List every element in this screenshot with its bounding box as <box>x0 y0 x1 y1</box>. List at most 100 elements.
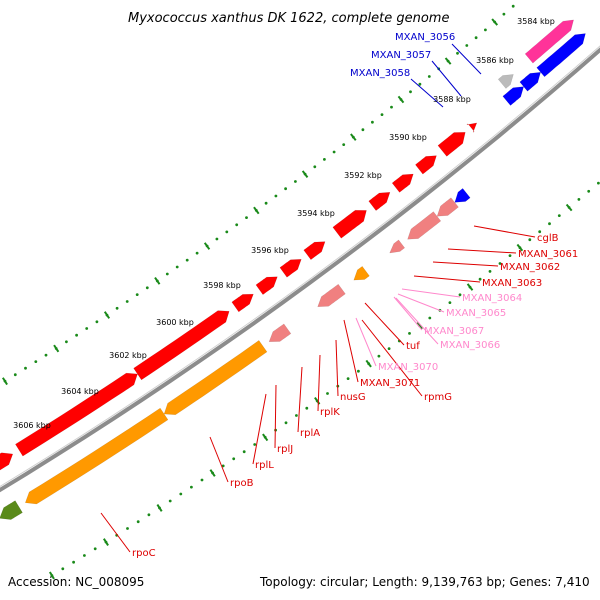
gene-labels: MXAN_3056 MXAN_3057 MXAN_3058 cglB MXAN_3061… <box>132 32 578 559</box>
gene-label: cglB <box>537 233 559 244</box>
scale-tick <box>416 321 423 330</box>
scale-ticks <box>2 4 600 580</box>
scale-label: 3604 kbp <box>61 387 99 396</box>
accession-text: Accession: NC_008095 <box>8 575 144 589</box>
scale-dot <box>235 223 239 227</box>
genome-stats-text: Topology: circular; Length: 9,139,763 bp… <box>259 575 590 589</box>
scale-dot <box>538 230 542 234</box>
scale-dot <box>284 187 287 191</box>
gene-block <box>15 372 138 457</box>
scale-dot <box>484 28 487 32</box>
leader-line <box>100 512 131 553</box>
scale-dot <box>377 354 381 358</box>
scale-dot <box>145 286 149 290</box>
leader-line <box>274 384 277 449</box>
gene-block <box>437 132 466 157</box>
scale-dot <box>332 150 336 154</box>
scale-tick <box>397 95 405 104</box>
gene-label: nusG <box>340 392 366 403</box>
scale-dot <box>242 450 246 454</box>
gene-block <box>454 188 471 203</box>
backbone-line <box>0 47 600 493</box>
gene-label: rplK <box>320 407 340 418</box>
scale-tick <box>491 18 499 26</box>
scale-label: 3600 kbp <box>156 318 194 327</box>
leader-line <box>361 319 423 397</box>
gene-label: MXAN_3061 <box>518 249 578 260</box>
gene-label: MXAN_3066 <box>440 340 500 351</box>
scale-dot <box>313 165 317 169</box>
scale-dot <box>342 143 346 147</box>
gene-label: MXAN_3062 <box>500 262 560 273</box>
leader-line <box>410 78 444 108</box>
scale-dot <box>408 332 411 335</box>
scale-tick <box>209 469 216 477</box>
scale-dot <box>305 406 309 410</box>
leader-line <box>393 296 423 331</box>
scale-dot <box>195 251 199 255</box>
scale-dot <box>390 105 393 109</box>
scale-dot <box>456 51 459 55</box>
scale-dot <box>126 527 129 530</box>
scale-dot <box>284 421 288 425</box>
gene-block <box>268 323 292 343</box>
scale-dot <box>232 457 236 461</box>
gene-block <box>466 122 478 133</box>
gene-label: MXAN_3065 <box>446 308 506 319</box>
gene-label: MXAN_3063 <box>482 278 542 289</box>
scale-tick <box>444 57 452 65</box>
scale-dot <box>323 158 326 161</box>
scale-dot <box>387 347 391 350</box>
scale-label: 3598 kbp <box>203 281 241 290</box>
scale-dot <box>587 189 591 193</box>
gene-block <box>279 259 302 278</box>
gene-track <box>0 19 586 520</box>
scale-label: 3596 kbp <box>251 246 289 255</box>
scale-dot <box>409 90 412 94</box>
backbone-highlight <box>0 45 600 488</box>
leader-line <box>335 339 339 397</box>
scale-dot <box>75 333 78 337</box>
gene-block <box>332 209 367 239</box>
scale-dot <box>245 216 248 220</box>
scale-tick <box>466 283 474 291</box>
scale-dot <box>488 270 492 273</box>
scale-dot <box>274 194 278 198</box>
scale-label: 3592 kbp <box>344 171 382 180</box>
scale-dot <box>200 478 204 482</box>
gene-label: tuf <box>406 341 420 352</box>
scale-dot <box>125 300 129 303</box>
scale-dot <box>264 201 268 205</box>
gene-label: rplL <box>255 460 274 471</box>
scale-dot <box>474 36 478 40</box>
scale-tick <box>103 538 109 547</box>
scale-tick <box>365 359 372 368</box>
gene-label: rpmG <box>424 392 452 403</box>
scale-dot <box>147 513 151 517</box>
gene-block <box>391 173 414 193</box>
scale-dot <box>72 560 75 564</box>
scale-dot <box>215 237 219 241</box>
gene-label: MXAN_3057 <box>371 50 431 61</box>
gene-block <box>536 33 586 78</box>
scale-tick <box>516 243 524 252</box>
scale-tick <box>53 344 60 353</box>
scale-dot <box>557 214 561 218</box>
scale-dot <box>508 254 512 257</box>
scale-tick <box>350 133 357 141</box>
gene-block <box>0 452 14 471</box>
gene-label: rplJ <box>277 444 293 455</box>
leader-line <box>297 366 303 433</box>
gene-block <box>255 276 278 295</box>
gene-label: rpoB <box>230 478 254 489</box>
scale-tick <box>103 311 111 319</box>
leader-line <box>447 248 517 254</box>
scale-dot <box>511 4 515 8</box>
scale-dot <box>221 464 225 468</box>
gene-block <box>353 265 370 281</box>
gene-label: MXAN_3056 <box>395 32 455 43</box>
scale-dot <box>498 262 502 265</box>
leader-line <box>397 293 445 313</box>
scale-dot <box>136 520 140 524</box>
scale-dot <box>85 327 89 330</box>
